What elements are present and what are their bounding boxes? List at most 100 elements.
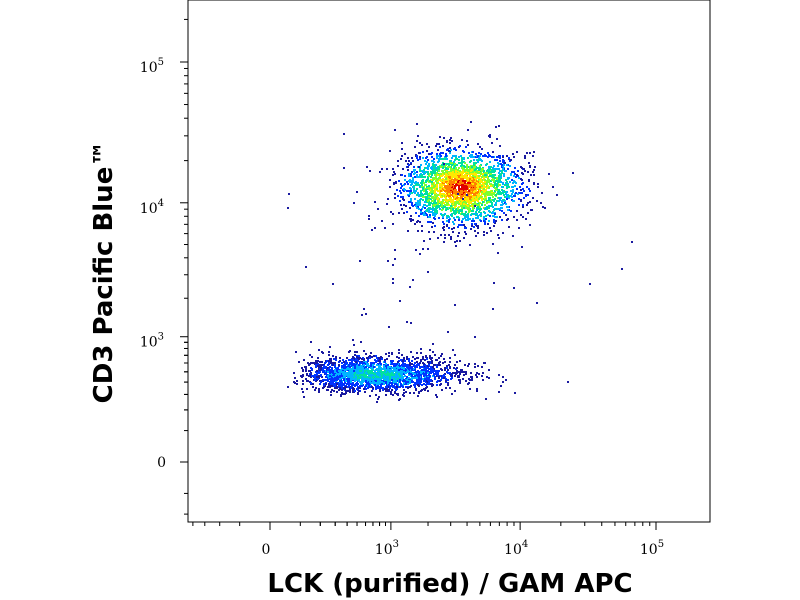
event-dot (462, 198, 464, 200)
event-dot (480, 220, 482, 222)
event-dot (403, 392, 405, 394)
event-dot (464, 364, 466, 366)
event-dot (449, 160, 451, 162)
event-dot (414, 358, 416, 360)
event-dot (518, 204, 520, 206)
event-dot (522, 188, 524, 190)
event-dot (331, 385, 333, 387)
event-dot (383, 383, 385, 385)
event-dot (436, 359, 438, 361)
event-dot (339, 387, 341, 389)
event-dot (402, 364, 404, 366)
event-dot (498, 189, 500, 191)
event-dot (523, 197, 525, 199)
event-dot (472, 175, 474, 177)
event-dot (487, 214, 489, 216)
event-dot (534, 166, 536, 168)
event-dot (318, 349, 320, 351)
event-dot (444, 367, 446, 369)
event-dot (505, 179, 507, 181)
event-dot (487, 152, 489, 154)
event-dot (419, 362, 421, 364)
event-dot (396, 388, 398, 390)
event-dot (457, 169, 459, 171)
event-dot (447, 166, 449, 168)
event-dot (428, 146, 430, 148)
event-dot (498, 374, 500, 376)
event-dot (484, 179, 486, 181)
y-tick-label: 0 (157, 455, 166, 471)
event-dot (421, 180, 423, 182)
event-dot (403, 389, 405, 391)
event-dot (427, 390, 429, 392)
event-dot (485, 218, 487, 220)
event-dot (492, 243, 494, 245)
event-dot (476, 207, 478, 209)
event-dot (445, 197, 447, 199)
event-dot (423, 363, 425, 365)
event-dot (501, 207, 503, 209)
event-dot (500, 385, 502, 387)
x-tick-exponent: 5 (658, 539, 664, 550)
event-dot (431, 360, 433, 362)
event-dot (415, 181, 417, 183)
event-dot (501, 201, 503, 203)
event-dot (459, 209, 461, 211)
event-dot (411, 360, 413, 362)
event-dot (458, 224, 460, 226)
event-dot (471, 213, 473, 215)
event-dot (396, 384, 398, 386)
event-dot (480, 172, 482, 174)
event-dot (406, 190, 408, 192)
event-dot (411, 369, 413, 371)
event-dot (404, 364, 406, 366)
event-dot (460, 199, 462, 201)
event-dot (439, 157, 441, 159)
event-dot (459, 360, 461, 362)
event-dot (502, 381, 504, 383)
event-dot (384, 388, 386, 390)
event-dot (410, 351, 412, 353)
event-dot (448, 150, 450, 152)
event-dot (501, 189, 503, 191)
event-dot (450, 374, 452, 376)
event-dot (461, 159, 463, 161)
event-dot (327, 389, 329, 391)
event-dot (338, 389, 340, 391)
event-dot (340, 395, 342, 397)
event-dot (449, 147, 451, 149)
event-dot (452, 199, 454, 201)
event-dot (529, 224, 531, 226)
event-dot (451, 162, 453, 164)
event-dot (363, 388, 365, 390)
event-dot (498, 197, 500, 199)
event-dot (413, 189, 415, 191)
event-dot (409, 373, 411, 375)
event-dot (317, 378, 319, 380)
event-dot (388, 352, 390, 354)
event-dot (520, 166, 522, 168)
event-dot (498, 156, 500, 158)
event-dot (382, 387, 384, 389)
event-dot (431, 160, 433, 162)
event-dot (391, 385, 393, 387)
event-dot (488, 205, 490, 207)
event-dot (502, 159, 504, 161)
event-dot (469, 388, 471, 390)
event-dot (294, 377, 296, 379)
event-dot (508, 226, 510, 228)
event-dot (411, 202, 413, 204)
event-dot (372, 379, 374, 381)
event-dot (403, 395, 405, 397)
event-dot (477, 215, 479, 217)
event-dot (375, 382, 377, 384)
event-dot (490, 185, 492, 187)
event-dot (391, 353, 393, 355)
event-dot (530, 174, 532, 176)
event-dot (432, 209, 434, 211)
event-dot (515, 192, 517, 194)
event-dot (454, 165, 456, 167)
event-dot (417, 159, 419, 161)
event-dot (392, 264, 394, 266)
event-dot (376, 373, 378, 375)
